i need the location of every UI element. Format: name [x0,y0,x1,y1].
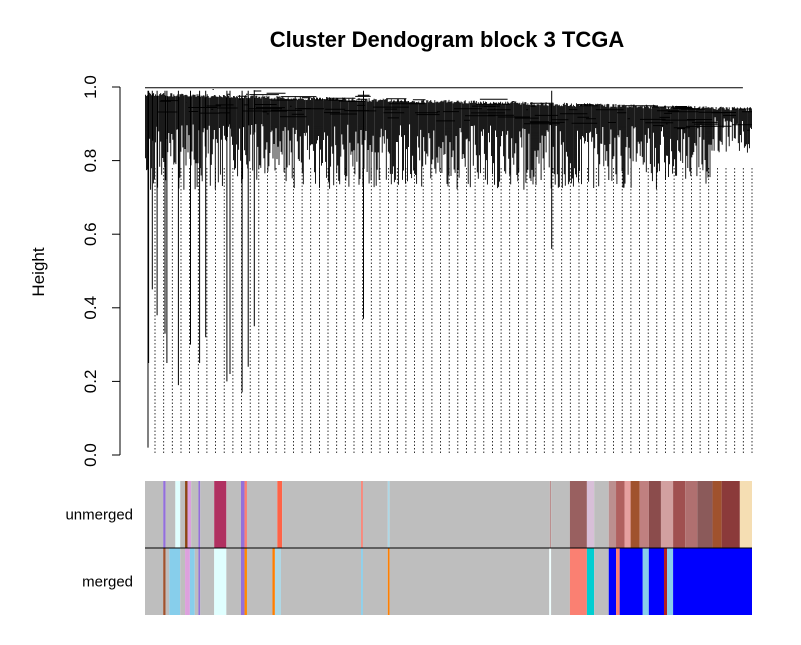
color-segment [608,548,617,615]
color-segment [608,481,617,548]
color-segment [165,481,176,548]
y-axis-label: Height [29,247,48,296]
color-segment [240,548,245,615]
color-segment [280,548,362,615]
color-segment [630,481,640,548]
color-segment [180,481,186,548]
color-segment [185,481,188,548]
color-segment [214,548,227,615]
color-segment [189,548,195,615]
color-segment [586,481,595,548]
color-segment [639,481,649,548]
y-tick-label: 0.4 [81,296,100,320]
color-segment [282,481,362,548]
color-row-merged: merged [82,548,752,615]
color-segment [175,481,181,548]
color-segment [551,481,570,548]
color-segment [594,481,609,548]
color-segment [616,548,620,615]
color-segment [673,548,752,615]
color-segment [163,548,166,615]
color-segment [180,548,186,615]
color-segment [240,481,245,548]
color-segment [619,548,643,615]
color-segment [549,548,552,615]
color-segment [616,481,625,548]
color-segment [648,548,664,615]
color-segment [389,481,550,548]
color-segment [549,481,552,548]
color-segment [187,481,192,548]
color-segment [185,548,190,615]
color-segment [586,548,595,615]
color-segment [277,481,283,548]
color-segment [660,481,674,548]
color-segment [673,481,686,548]
color-segment [145,548,164,615]
color-segment [191,481,199,548]
color-segment [697,481,713,548]
color-segment [226,548,241,615]
color-segment [387,481,390,548]
color-segment [246,481,278,548]
color-segment [712,481,722,548]
color-segment [169,548,181,615]
color-segment [274,548,281,615]
module-color-rows: unmerged merged [65,481,752,615]
color-segment [389,548,550,615]
color-segment [667,548,674,615]
y-axis: 0.0 0.2 0.4 0.6 0.8 1.0 [81,75,121,467]
y-tick-label: 0.2 [81,370,100,394]
color-segment [163,481,166,548]
dendrogram-merges [145,87,752,131]
color-segment [198,481,201,548]
color-segment [244,548,247,615]
y-tick-label: 0.6 [81,222,100,246]
color-segment [663,548,668,615]
y-tick-label: 0.8 [81,149,100,173]
color-segment [739,481,752,548]
chart-title: Cluster Dendogram block 3 TCGA [270,27,625,52]
color-segment [387,548,390,615]
color-segment [569,548,587,615]
color-segment [272,548,275,615]
color-segment [685,481,698,548]
color-segment [194,548,199,615]
dendrogram-leaf-guides [154,168,753,455]
color-segment [361,548,363,615]
color-segment [198,548,201,615]
color-row-label: merged [82,574,133,591]
color-segment [214,481,227,548]
dendrogram-deep-branches [147,90,553,448]
color-segment [362,548,388,615]
color-segment [569,481,587,548]
color-segment [721,481,740,548]
color-segment [648,481,661,548]
color-row-label: unmerged [65,507,133,524]
color-segment [145,481,164,548]
color-segment [361,481,363,548]
color-segment [246,548,273,615]
color-segment [551,548,570,615]
color-segment [244,481,247,548]
dendrogram-tree [145,87,753,455]
color-segment [642,548,649,615]
color-segment [165,548,170,615]
color-segment [200,548,215,615]
color-segment [362,481,388,548]
color-segment [200,481,215,548]
dendrogram-branches [145,92,752,190]
color-row-unmerged: unmerged [65,481,752,548]
color-segment [594,548,609,615]
color-segment [226,481,241,548]
y-tick-label: 0.0 [81,443,100,467]
color-segment [624,481,631,548]
y-tick-label: 1.0 [81,75,100,99]
